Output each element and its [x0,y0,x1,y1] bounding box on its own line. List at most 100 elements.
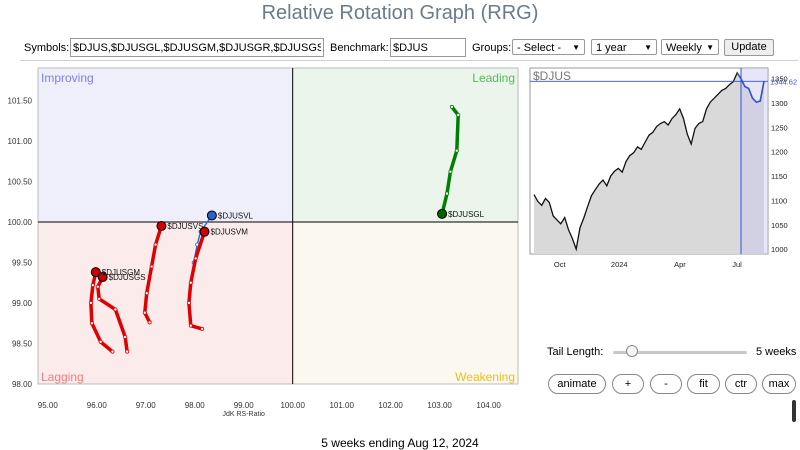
benchmark-x-tick-label: Oct [554,260,567,269]
tail-line-djusgm [89,270,115,354]
tail-point [454,148,459,153]
x-tick-label: 99.00 [234,401,255,410]
tail-point [449,104,454,109]
y-tick-label: 101.00 [8,137,33,146]
benchmark-chart: $DJUS 1000 1050 1100 1150 1200 1250 1300 135013… [529,67,797,269]
quadrant-label-improving: Improving [41,71,94,85]
series-label: $DJUSVL [218,211,254,220]
benchmark-line [533,71,765,252]
tail-point [448,169,453,174]
series-label: $DJUSGS [109,273,146,282]
benchmark-title: $DJUS [533,69,571,83]
scrollbar[interactable] [792,400,796,422]
y-tick-label: 98.50 [12,339,33,348]
series-label: $DJUSVM [211,228,249,237]
quadrant-label-lagging: Lagging [41,370,84,384]
benchmark-x-tick-label: 2024 [611,260,628,269]
quadrant-leading [292,68,518,222]
y-tick-label: 101.50 [8,96,33,105]
rrg-chart: Improving Leading Lagging Weakening 95.00 96… [8,67,519,418]
period-select[interactable]: 1 year ▼ [591,39,657,55]
benchmark-y-tick-label: 1150 [771,172,787,181]
tail-point [456,112,461,117]
x-tick-label: 104.00 [476,401,501,410]
tail-point [110,349,115,354]
x-tick-label: 100.00 [280,401,305,410]
benchmark-y-tick-label: 1350 [771,75,788,84]
chevron-down-icon: ▼ [644,43,652,52]
benchmark-x-tick-label: Jul [732,260,742,269]
tail-point [142,310,147,315]
groups-select[interactable]: - Select - ▼ [512,39,585,55]
chevron-down-icon: ▼ [706,43,714,52]
tail-point [123,335,128,340]
benchmark-y-tick-label: 1050 [771,221,788,230]
head-point-djusgl [437,208,448,219]
symbols-label: Symbols: [24,42,70,54]
head-point-djusgm [90,267,101,278]
y-tick-label: 100.50 [8,177,33,186]
zoom-out-button[interactable]: - [650,374,682,394]
x-tick-label: 97.00 [136,401,157,410]
tail-length-value: 5 weeks [756,346,797,358]
max-button[interactable]: max [762,374,796,394]
head-point-djusvl [206,210,217,221]
quadrant-weakening [292,221,518,384]
series-label: $DJUSGL [448,210,485,219]
tail-point [98,339,103,344]
frequency-select[interactable]: Weekly ▼ [661,39,719,55]
head-point-djusgs [97,272,108,283]
last-value-label: 1344.62 [770,77,797,86]
x-tick-label: 96.00 [87,401,108,410]
tail-point [95,284,100,289]
update-button[interactable]: Update [724,39,774,56]
benchmark-y-tick-label: 1200 [771,148,788,157]
symbols-input[interactable] [70,38,324,57]
quadrant-lagging [38,221,293,384]
x-tick-label: 103.00 [427,401,452,410]
chart-frame [20,60,798,421]
chevron-down-icon: ▼ [572,43,580,52]
x-tick-label: 102.00 [378,401,403,410]
tail-point [149,264,154,269]
benchmark-input[interactable] [390,38,466,57]
tail-point [88,300,93,305]
quadrant-label-leading: Leading [472,71,515,85]
benchmark-line-recent [736,72,765,103]
tail-point [144,291,149,296]
tail-point [89,321,94,326]
head-point-djusvs [156,221,167,231]
tail-point [200,326,205,331]
tail-period-highlight [741,68,768,254]
benchmark-x-tick-label: Apr [674,260,686,269]
plot-border [37,67,519,385]
x-axis-label: JdK RS-Ratio [223,411,266,418]
tail-length-track[interactable] [613,351,747,354]
animate-button[interactable]: animate [548,374,606,394]
tail-point [186,300,191,305]
y-tick-label: 99.50 [12,258,33,267]
series-label: $DJUSVS [167,222,203,231]
series-label: $DJUSGM [102,268,141,277]
tail-point [193,256,198,261]
head-point-djusvm [199,226,210,237]
y-tick-label: 99.00 [12,299,33,308]
benchmark-y-tick-label: 1250 [771,123,788,132]
tail-point [125,349,130,354]
tail-length-label: Tail Length: [547,346,604,358]
zoom-in-button[interactable]: + [612,374,644,394]
tail-point [188,280,193,285]
groups-label: Groups: [472,42,512,54]
benchmark-y-tick-label: 1000 [771,245,788,254]
benchmark-y-tick-label: 1300 [771,99,788,108]
frequency-select-value: Weekly [666,42,702,54]
groups-select-value: - Select - [517,42,562,54]
fit-button[interactable]: fit [687,374,720,394]
tail-point [188,323,193,328]
center-button[interactable]: ctr [725,374,757,394]
quadrant-improving [38,68,293,222]
y-tick-label: 98.00 [12,380,33,389]
tail-point [90,283,95,288]
tail-length-slider-thumb[interactable] [626,345,639,357]
tail-point [113,307,118,312]
